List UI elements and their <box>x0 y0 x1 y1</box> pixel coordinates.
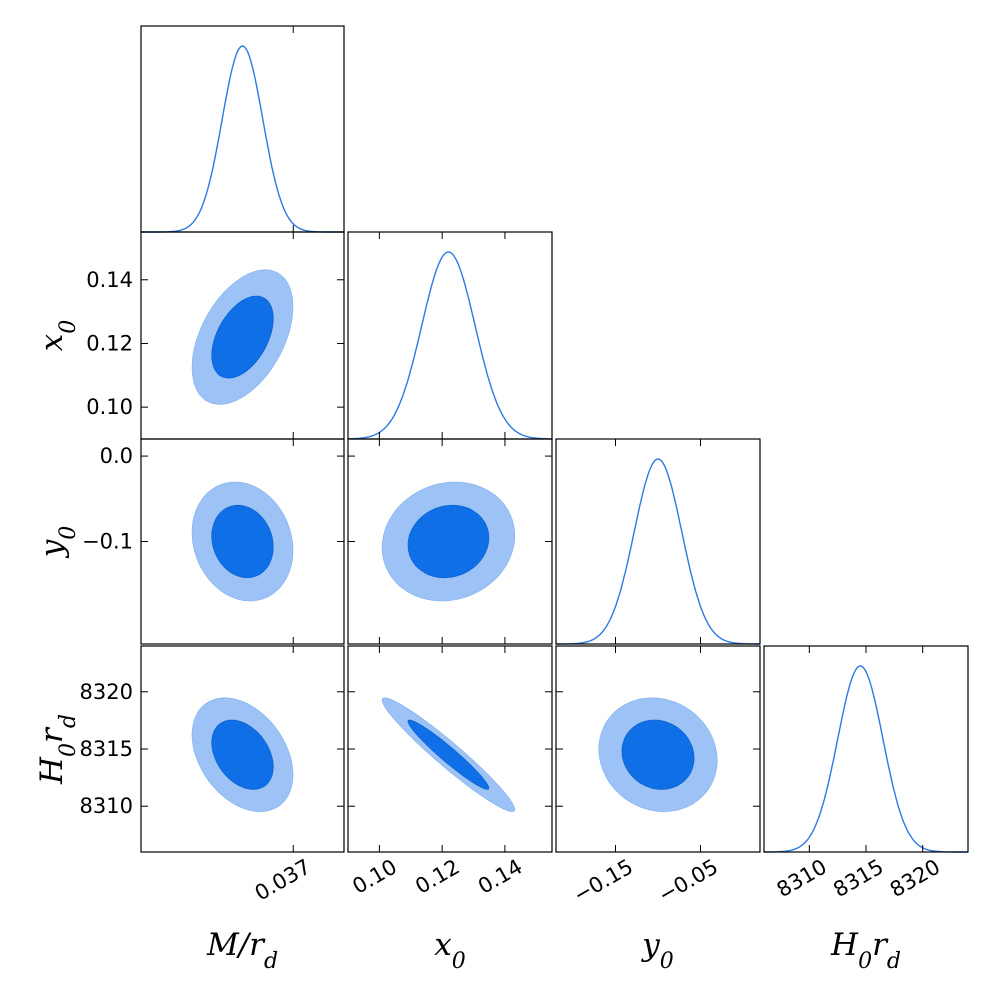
marginal-curve-y0 <box>556 458 760 645</box>
y-tick-label-H0rd: 8315 <box>80 737 133 761</box>
y-axis-label-x0: x0 <box>34 320 81 351</box>
y-tick-label-y0: 0.0 <box>100 444 133 468</box>
y-tick-label-y0: −0.1 <box>82 530 133 554</box>
x-tick-label-x0: 0.10 <box>348 855 401 899</box>
contour-68-y0-H0rd <box>621 719 695 790</box>
x-axis-label-x0: x0 <box>434 927 465 974</box>
y-axis-label-y0: y0 <box>34 526 81 560</box>
x-tick-label-H0rd: 8320 <box>886 855 944 903</box>
panel-frame-0-0 <box>140 25 345 233</box>
marginal-curve-H0rd <box>764 665 968 853</box>
x-tick-label-x0: 0.12 <box>411 855 464 899</box>
x-axis-label-M_rd: M/rd <box>206 927 278 974</box>
x-tick-label-H0rd: 8315 <box>829 855 887 903</box>
x-tick-label-x0: 0.14 <box>474 855 527 899</box>
y-tick-label-x0: 0.14 <box>86 268 133 292</box>
contour-68-x0-y0 <box>407 504 490 579</box>
x-tick-label-y0: −0.05 <box>654 855 722 908</box>
y-tick-label-x0: 0.10 <box>86 395 133 419</box>
y-tick-label-x0: 0.12 <box>86 331 133 355</box>
x-tick-label-H0rd: 8310 <box>773 855 831 903</box>
contour-68-M_rd-H0rd <box>211 719 274 790</box>
contour-68-M_rd-y0 <box>211 504 274 579</box>
x-tick-label-M_rd: 0.037 <box>251 855 315 906</box>
marginal-curve-x0 <box>348 251 552 440</box>
contour-68-x0-H0rd <box>407 719 490 790</box>
marginal-curve-M_rd <box>141 45 344 233</box>
panel-frame-1-1 <box>347 231 553 440</box>
x-axis-label-y0: y0 <box>640 927 674 974</box>
y-tick-label-H0rd: 8320 <box>80 680 133 704</box>
panel-frame-2-2 <box>555 438 761 645</box>
panel-frame-3-3 <box>763 645 969 853</box>
y-tick-label-H0rd: 8310 <box>80 794 133 818</box>
contour-68-M_rd-x0 <box>211 295 274 379</box>
x-axis-label-H0rd: H0rd <box>830 927 901 974</box>
x-tick-label-y0: −0.15 <box>569 855 637 908</box>
y-axis-label-H0rd: H0rd <box>34 714 81 785</box>
